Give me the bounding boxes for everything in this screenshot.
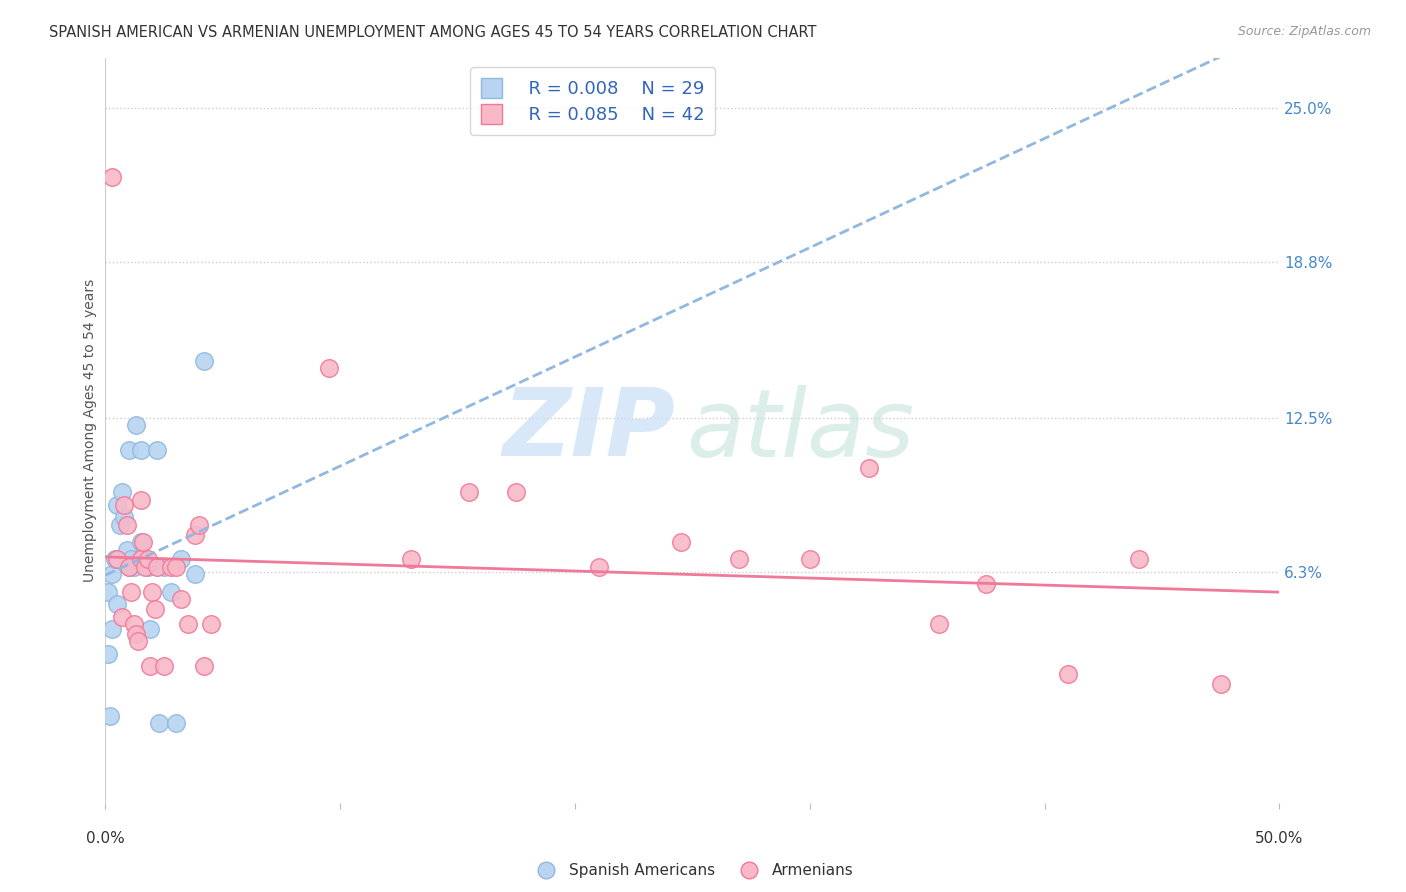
Point: [122, 617, 145, 632]
Point: [129, 492, 152, 507]
Point: [928, 617, 950, 632]
Point: [193, 659, 215, 673]
Point: [1128, 552, 1150, 566]
Point: [160, 560, 183, 574]
Point: [125, 627, 148, 641]
Point: [112, 498, 135, 512]
Point: [115, 542, 138, 557]
Point: [669, 535, 692, 549]
Point: [153, 659, 176, 673]
Point: [799, 552, 821, 566]
Point: [98, 709, 121, 723]
Text: Source: ZipAtlas.com: Source: ZipAtlas.com: [1237, 25, 1371, 38]
Point: [139, 622, 162, 636]
Point: [183, 567, 205, 582]
Point: [125, 418, 148, 433]
Point: [728, 552, 751, 566]
Point: [505, 485, 527, 500]
Point: [136, 552, 159, 566]
Point: [101, 170, 124, 185]
Point: [165, 716, 187, 731]
Point: [169, 552, 191, 566]
Point: [974, 577, 997, 591]
Y-axis label: Unemployment Among Ages 45 to 54 years: Unemployment Among Ages 45 to 54 years: [83, 279, 97, 582]
Point: [141, 584, 163, 599]
Point: [118, 443, 141, 458]
Point: [97, 584, 120, 599]
Point: [160, 584, 183, 599]
Point: [188, 517, 211, 532]
Point: [134, 560, 156, 574]
Point: [101, 567, 124, 582]
Point: [132, 535, 155, 549]
Text: ZIP: ZIP: [502, 384, 675, 476]
Point: [97, 647, 120, 661]
Point: [169, 592, 191, 607]
Point: [115, 517, 138, 532]
Text: 50.0%: 50.0%: [1256, 831, 1303, 847]
Point: [153, 560, 176, 574]
Point: [122, 560, 145, 574]
Point: [146, 560, 169, 574]
Point: [118, 560, 141, 574]
Point: [1209, 676, 1232, 690]
Point: [108, 517, 131, 532]
Legend: Spanish Americans, Armenians: Spanish Americans, Armenians: [524, 857, 860, 885]
Point: [105, 552, 128, 566]
Point: [193, 354, 215, 368]
Point: [165, 560, 187, 574]
Point: [105, 597, 128, 611]
Point: [143, 602, 166, 616]
Point: [129, 443, 152, 458]
Point: [118, 560, 141, 574]
Point: [399, 552, 422, 566]
Point: [129, 552, 152, 566]
Point: [588, 560, 610, 574]
Point: [183, 527, 205, 541]
Point: [101, 622, 124, 636]
Point: [111, 609, 134, 624]
Point: [111, 485, 134, 500]
Point: [120, 584, 142, 599]
Point: [200, 617, 222, 632]
Text: atlas: atlas: [686, 384, 915, 476]
Text: SPANISH AMERICAN VS ARMENIAN UNEMPLOYMENT AMONG AGES 45 TO 54 YEARS CORRELATION : SPANISH AMERICAN VS ARMENIAN UNEMPLOYMEN…: [49, 25, 817, 40]
Point: [129, 535, 152, 549]
Text: 0.0%: 0.0%: [86, 831, 125, 847]
Point: [176, 617, 198, 632]
Point: [148, 716, 170, 731]
Point: [139, 659, 162, 673]
Point: [146, 443, 169, 458]
Point: [105, 498, 128, 512]
Point: [120, 552, 142, 566]
Point: [104, 552, 127, 566]
Point: [112, 510, 135, 524]
Point: [1057, 666, 1080, 681]
Point: [127, 634, 149, 648]
Point: [858, 460, 880, 475]
Point: [136, 560, 159, 574]
Point: [318, 361, 340, 376]
Point: [458, 485, 481, 500]
